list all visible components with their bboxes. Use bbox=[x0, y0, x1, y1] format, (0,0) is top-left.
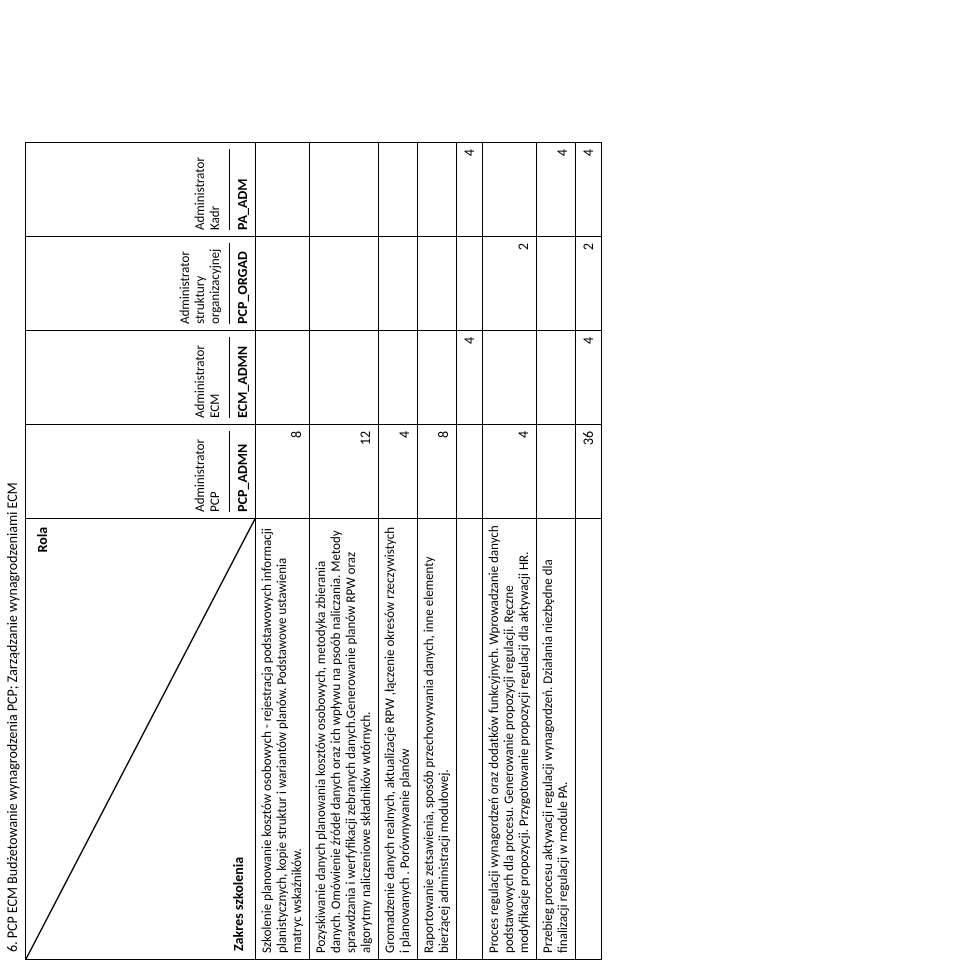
row-val: 8 bbox=[418, 424, 457, 518]
role-name: Administrator PCP bbox=[193, 431, 223, 512]
role-name: Administrator ECM bbox=[193, 337, 223, 418]
row-desc: Proces regulacji wynagordzeń oraz dodatk… bbox=[483, 518, 537, 959]
row-val: 4 bbox=[457, 143, 483, 237]
header-rola: Rola bbox=[34, 527, 51, 553]
role-header-2: Administrator struktury organizacyjnej P… bbox=[26, 236, 256, 330]
row-val bbox=[379, 236, 418, 330]
table-row: Proces regulacji wynagordzeń oraz dodatk… bbox=[483, 143, 537, 960]
role-code: PCP_ADMN bbox=[229, 431, 251, 512]
row-desc: Szkolenie planowanie kosztów osobowych -… bbox=[256, 518, 310, 959]
totals-label bbox=[576, 518, 602, 959]
table-row: 44 bbox=[457, 143, 483, 960]
totals-row: 36 4 2 4 bbox=[576, 143, 602, 960]
row-val bbox=[457, 236, 483, 330]
totals-val: 4 bbox=[576, 330, 602, 424]
row-val: 8 bbox=[256, 424, 310, 518]
role-code: ECM_ADMN bbox=[229, 337, 251, 418]
totals-val: 2 bbox=[576, 236, 602, 330]
role-header-3: Administrator Kadr PA_ADM bbox=[26, 143, 256, 237]
row-desc: Raportowanie zetsawienia, sposób przecho… bbox=[418, 518, 457, 959]
row-val bbox=[256, 236, 310, 330]
row-val bbox=[256, 330, 310, 424]
section-title: 6. PCP ECM Budżetowanie wynagrodzenia PC… bbox=[0, 142, 25, 960]
row-val bbox=[310, 236, 379, 330]
row-val bbox=[310, 330, 379, 424]
row-desc bbox=[457, 518, 483, 959]
row-val: 2 bbox=[483, 236, 537, 330]
row-val: 4 bbox=[483, 424, 537, 518]
table-row: Szkolenie planowanie kosztów osobowych -… bbox=[256, 143, 310, 960]
row-val bbox=[310, 143, 379, 237]
row-val bbox=[379, 143, 418, 237]
role-header-1: Administrator ECM ECM_ADMN bbox=[26, 330, 256, 424]
totals-val: 4 bbox=[576, 143, 602, 237]
row-val bbox=[418, 330, 457, 424]
role-name: Administrator struktury organizacyjnej bbox=[178, 243, 223, 324]
table-row: Pozyskiwanie danych planowania kosztów o… bbox=[310, 143, 379, 960]
row-val bbox=[483, 143, 537, 237]
row-val bbox=[537, 236, 576, 330]
row-val bbox=[457, 424, 483, 518]
row-val bbox=[537, 330, 576, 424]
role-code: PA_ADM bbox=[229, 149, 251, 230]
table-row: Gromadzenie danych realnych, aktualizacj… bbox=[379, 143, 418, 960]
totals-val: 36 bbox=[576, 424, 602, 518]
role-name: Administrator Kadr bbox=[193, 149, 223, 230]
row-val: 4 bbox=[379, 424, 418, 518]
row-desc: Przebieg procesu aktywacji regulacji wyn… bbox=[537, 518, 576, 959]
row-val: 12 bbox=[310, 424, 379, 518]
row-val bbox=[483, 330, 537, 424]
row-val: 4 bbox=[537, 143, 576, 237]
row-val bbox=[418, 143, 457, 237]
role-code: PCP_ORGAD bbox=[229, 243, 251, 324]
row-desc: Pozyskiwanie danych planowania kosztów o… bbox=[310, 518, 379, 959]
row-val bbox=[379, 330, 418, 424]
row-desc: Gromadzenie danych realnych, aktualizacj… bbox=[379, 518, 418, 959]
row-val bbox=[418, 236, 457, 330]
role-header-0: Administrator PCP PCP_ADMN bbox=[26, 424, 256, 518]
training-table: Rola Zakres szkolenia Administrator PCP … bbox=[25, 142, 602, 960]
row-val: 4 bbox=[457, 330, 483, 424]
header-zakres: Zakres szkolenia bbox=[230, 857, 247, 951]
table-row: Przebieg procesu aktywacji regulacji wyn… bbox=[537, 143, 576, 960]
row-val bbox=[256, 143, 310, 237]
table-row: Raportowanie zetsawienia, sposób przecho… bbox=[418, 143, 457, 960]
row-val bbox=[537, 424, 576, 518]
diagonal-header: Rola Zakres szkolenia bbox=[26, 518, 256, 959]
